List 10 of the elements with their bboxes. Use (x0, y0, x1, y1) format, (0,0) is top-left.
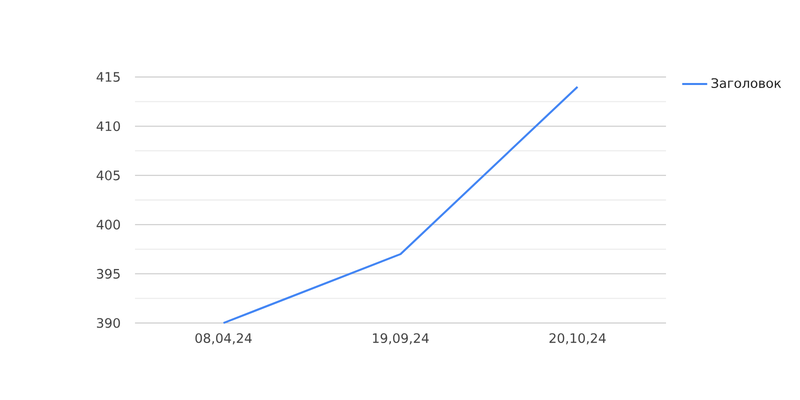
x-tick-label: 08,04,24 (195, 333, 252, 344)
y-tick-label: 395 (96, 268, 120, 279)
y-tick-label: 410 (96, 121, 120, 132)
y-tick-label: 390 (96, 318, 120, 328)
y-tick-label: 415 (96, 72, 120, 82)
legend-label: Заголовок (712, 78, 782, 88)
x-tick-label: 19,09,24 (372, 333, 429, 344)
y-tick-label: 400 (96, 220, 120, 230)
y-tick-label: 405 (96, 170, 120, 180)
x-tick-label: 20,10,24 (550, 333, 606, 344)
